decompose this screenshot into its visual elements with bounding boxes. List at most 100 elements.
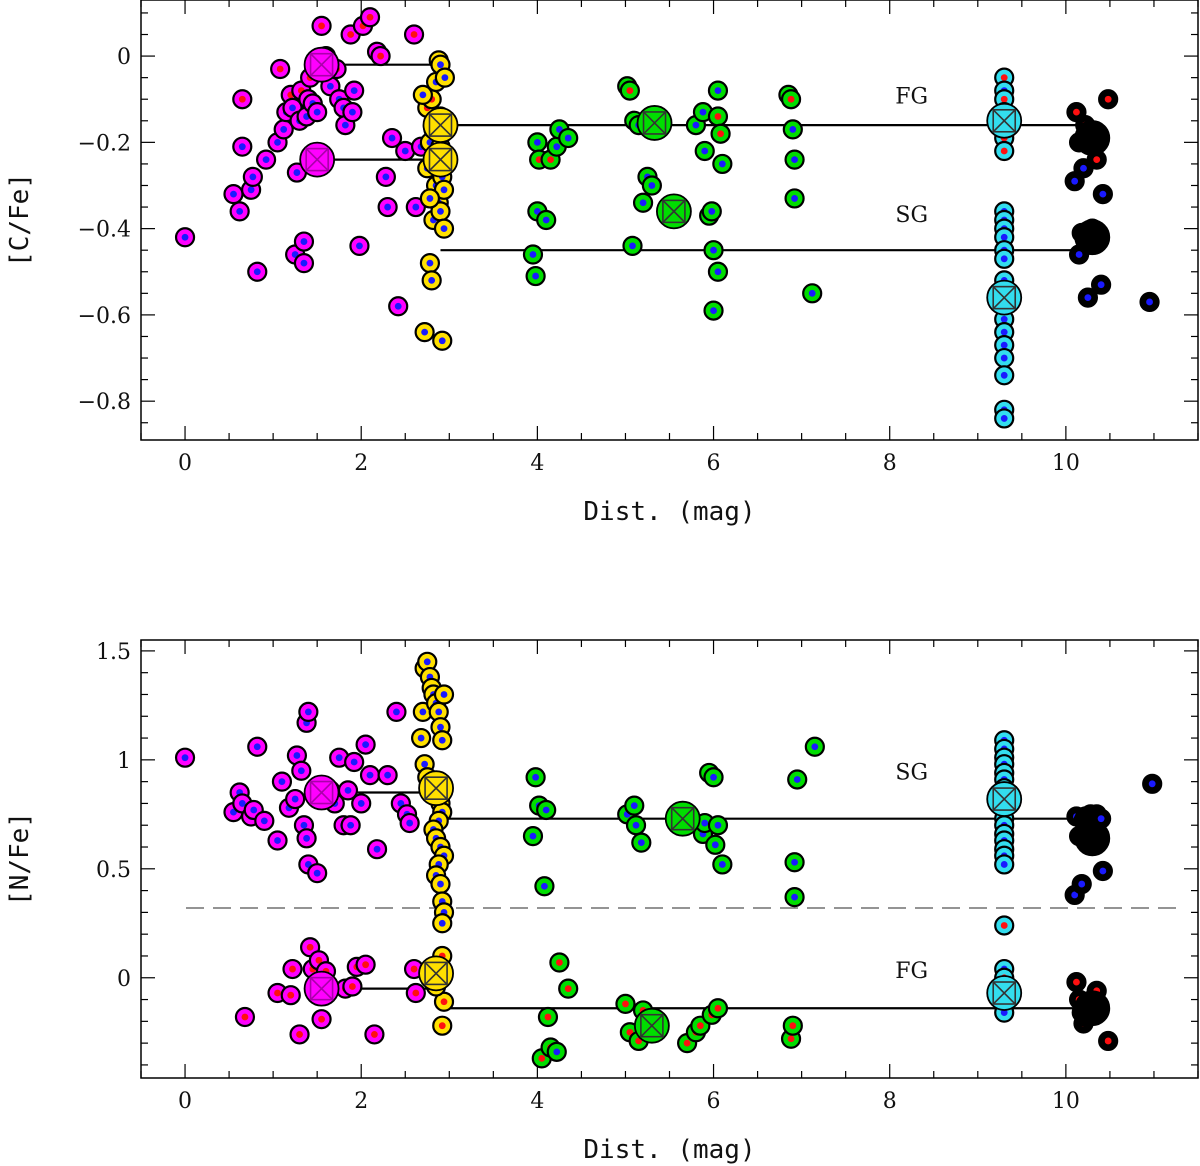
data-point-center bbox=[1104, 1037, 1112, 1045]
data-point-center bbox=[1080, 164, 1087, 172]
data-point-center bbox=[714, 821, 722, 829]
y-tick-label: −0.8 bbox=[78, 390, 131, 415]
mean-box bbox=[305, 147, 329, 172]
data-point-center bbox=[542, 806, 550, 814]
series-purple bbox=[174, 701, 426, 1045]
mean-box bbox=[424, 776, 448, 800]
mean-marker-yellow bbox=[422, 141, 459, 178]
data-point-center bbox=[438, 1022, 446, 1030]
data-point-center bbox=[1097, 281, 1105, 289]
data-point-center bbox=[274, 837, 281, 844]
data-point-center bbox=[280, 126, 288, 133]
data-point-center bbox=[532, 272, 540, 280]
data-point-center bbox=[787, 95, 795, 103]
y-tick-label: 0 bbox=[117, 45, 131, 70]
data-point-center bbox=[344, 786, 352, 794]
nitrogen-panel: 0 2 4 6 8 10 1.5 1 0.5 0 Dist. (mag) [N/Fe] SG FG bbox=[5, 639, 1199, 1165]
data-point-center bbox=[362, 741, 370, 748]
data-point-center bbox=[253, 268, 261, 276]
data-point-center bbox=[1000, 922, 1008, 929]
mean-cross bbox=[640, 1014, 664, 1038]
data-point-center bbox=[230, 190, 237, 198]
mean-cross bbox=[424, 776, 448, 800]
data-point-center bbox=[382, 173, 390, 181]
series-green bbox=[522, 76, 823, 321]
data-point-center bbox=[406, 819, 414, 827]
data-point-center bbox=[532, 773, 540, 781]
x-axis-label: Dist. (mag) bbox=[583, 1135, 755, 1165]
series-black bbox=[1064, 89, 1160, 313]
plot-frame bbox=[140, 639, 1199, 1079]
data-point-center bbox=[250, 806, 258, 814]
mean-marker-yellow bbox=[418, 770, 454, 807]
data-point-center bbox=[648, 182, 656, 189]
data-point-center bbox=[421, 760, 429, 768]
data-point-center bbox=[315, 956, 323, 964]
data-point-center bbox=[349, 983, 356, 990]
data-point-center bbox=[419, 708, 427, 716]
mean-box bbox=[670, 806, 695, 831]
data-point-center bbox=[1148, 780, 1156, 788]
data-point-center bbox=[639, 199, 647, 207]
data-point-center bbox=[1071, 177, 1079, 185]
mean-cross bbox=[1080, 225, 1104, 249]
mean-box bbox=[1080, 225, 1105, 250]
data-point-center bbox=[1000, 861, 1008, 868]
y-axis-label: [N/Fe] bbox=[5, 812, 35, 906]
data-point-center bbox=[293, 752, 301, 759]
data-point-center bbox=[236, 207, 244, 215]
data-point-center bbox=[278, 778, 286, 786]
mean-cross bbox=[428, 113, 453, 137]
mean-box bbox=[640, 1013, 664, 1038]
label-sg: SG bbox=[895, 203, 928, 228]
data-point-center bbox=[1093, 156, 1101, 164]
data-point-center bbox=[438, 736, 446, 744]
data-point-center bbox=[791, 858, 798, 866]
data-point-center bbox=[274, 989, 281, 997]
data-point-center bbox=[1000, 147, 1008, 155]
data-point-center bbox=[1084, 294, 1092, 302]
mean-marker-green bbox=[656, 193, 692, 230]
y-tick-label: 0.5 bbox=[96, 858, 131, 883]
data-point-center bbox=[401, 147, 409, 155]
mean-box bbox=[992, 787, 1017, 811]
data-point-center bbox=[313, 108, 321, 116]
mean-marker-green bbox=[633, 1007, 670, 1044]
data-point-center bbox=[630, 802, 638, 810]
x-tick-label: 10 bbox=[1052, 1089, 1080, 1114]
data-point-center bbox=[262, 156, 270, 164]
y-tick-label: −0.4 bbox=[78, 218, 131, 243]
carbon-panel: 0 2 4 6 8 10 0 −0.2 −0.4 −0.6 −0.8 Dist. (mag) [C/Fe… bbox=[5, 0, 1199, 527]
mean-box bbox=[428, 147, 453, 172]
data-point-center bbox=[553, 1048, 561, 1056]
data-point-center bbox=[441, 74, 449, 82]
data-point-center bbox=[696, 1022, 704, 1030]
mean-marker-purple bbox=[299, 141, 336, 178]
data-point-center bbox=[412, 989, 420, 997]
data-point-center bbox=[289, 965, 296, 973]
mean-marker-yellow bbox=[422, 107, 459, 143]
data-point-center bbox=[437, 880, 444, 888]
mean-cross bbox=[310, 977, 334, 1001]
data-point-center bbox=[357, 800, 365, 807]
mean-box bbox=[428, 113, 453, 137]
data-point-center bbox=[1073, 978, 1080, 986]
data-point-center bbox=[1075, 251, 1083, 258]
data-point-center bbox=[683, 1039, 691, 1047]
data-point-center bbox=[428, 276, 436, 284]
x-tick-label: 0 bbox=[178, 1089, 192, 1114]
data-point-center bbox=[1104, 95, 1112, 103]
data-point-center bbox=[249, 173, 257, 181]
mean-cross bbox=[424, 961, 448, 985]
data-point-center bbox=[417, 734, 425, 742]
data-point-center bbox=[710, 773, 717, 781]
mean-cross bbox=[305, 148, 329, 172]
data-point-center bbox=[373, 845, 381, 853]
data-point-center bbox=[366, 13, 374, 21]
mean-cross bbox=[1080, 996, 1104, 1020]
data-point-center bbox=[276, 65, 284, 73]
data-point-center bbox=[349, 108, 356, 116]
data-point-center bbox=[542, 216, 550, 224]
data-point-center bbox=[791, 893, 798, 901]
mean-box bbox=[1080, 996, 1105, 1021]
